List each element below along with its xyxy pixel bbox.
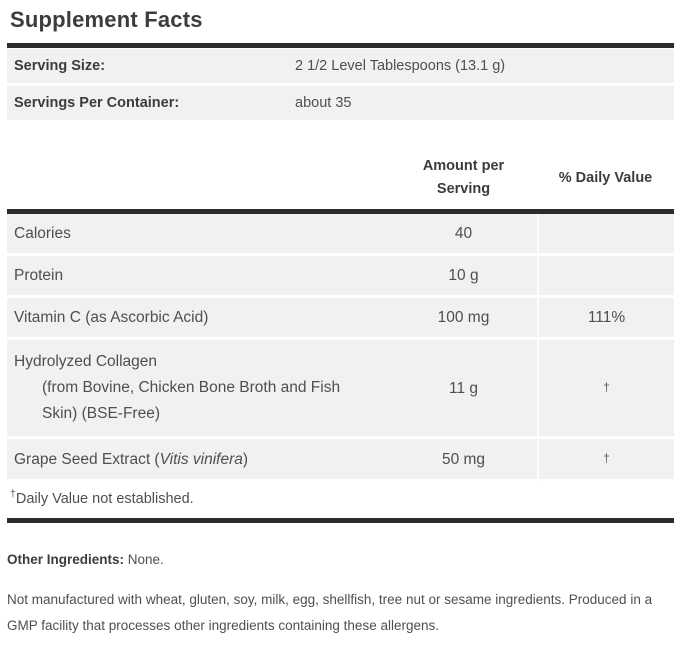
dagger-symbol: †: [603, 380, 610, 394]
nutrient-name: Grape Seed Extract (Vitis vinifera): [7, 439, 390, 482]
nutrient-amount: 11 g: [390, 340, 537, 439]
nutrient-species-name: Vitis vinifera: [159, 450, 243, 468]
divider-bar-top: [7, 43, 674, 48]
nutrient-daily-value: [537, 214, 674, 256]
nutrient-name: Vitamin C (as Ascorbic Acid): [7, 298, 390, 340]
nutrient-daily-value: [537, 256, 674, 298]
table-row-calories: Calories 40: [7, 214, 674, 256]
amount-per-serving-header-text: Amount per Serving: [422, 158, 505, 197]
table-row-protein: Protein 10 g: [7, 256, 674, 298]
nutrient-name: Hydrolyzed Collagen (from Bovine, Chicke…: [7, 340, 390, 439]
nutrient-name-line: (from Bovine, Chicken Bone Broth and Fis…: [42, 379, 341, 396]
nutrient-daily-value: †: [537, 439, 674, 482]
amount-per-serving-header: Amount per Serving: [390, 155, 537, 201]
nutrient-name-suffix: ): [242, 450, 249, 468]
nutrient-amount: 10 g: [390, 256, 537, 298]
daily-value-footnote: †Daily Value not established.: [7, 482, 674, 518]
serving-info-table: Serving Size: 2 1/2 Level Tablespoons (1…: [7, 49, 674, 120]
column-headers: Amount per Serving % Daily Value: [7, 123, 674, 209]
dagger-symbol: †: [603, 451, 610, 465]
other-ingredients-value: None.: [127, 552, 164, 567]
nutrient-amount: 50 mg: [390, 439, 537, 482]
allergen-statement: Not manufactured with wheat, gluten, soy…: [7, 592, 653, 633]
table-row-hydrolyzed-collagen: Hydrolyzed Collagen (from Bovine, Chicke…: [7, 340, 674, 439]
daily-value-header: % Daily Value: [558, 170, 653, 186]
table-row-vitamin-c: Vitamin C (as Ascorbic Acid) 100 mg 111%: [7, 298, 674, 340]
serving-size-label: Serving Size:: [14, 58, 106, 74]
nutrient-name: Protein: [7, 256, 390, 298]
other-ingredients: Other Ingredients: None.: [7, 552, 674, 567]
nutrient-name-prefix: Grape Seed Extract (: [14, 450, 160, 468]
nutrient-name-line: Hydrolyzed Collagen: [14, 353, 158, 370]
nutrient-name: Calories: [7, 214, 390, 256]
nutrient-daily-value: 111%: [537, 298, 674, 340]
nutrient-name-line: Skin) (BSE-Free): [42, 405, 160, 422]
servings-per-container-label: Servings Per Container:: [14, 95, 180, 111]
servings-per-container-row: Servings Per Container: about 35: [7, 86, 674, 120]
other-ingredients-label: Other Ingredients:: [7, 552, 125, 567]
nutrient-daily-value: †: [537, 340, 674, 439]
nutrient-amount: 100 mg: [390, 298, 537, 340]
dagger-symbol: †: [10, 488, 16, 501]
nutrients-table: Calories 40 Protein 10 g Vitamin C (as A…: [7, 214, 674, 482]
divider-bar-bottom: [7, 518, 674, 523]
serving-size-row: Serving Size: 2 1/2 Level Tablespoons (1…: [7, 49, 674, 83]
servings-per-container-value: about 35: [295, 95, 352, 111]
divider-bar-middle: [7, 209, 674, 214]
page-title: Supplement Facts: [10, 7, 203, 32]
serving-size-value: 2 1/2 Level Tablespoons (13.1 g): [295, 58, 506, 74]
table-row-grape-seed-extract: Grape Seed Extract (Vitis vinifera) 50 m…: [7, 439, 674, 482]
nutrient-amount: 40: [390, 214, 537, 256]
supplement-facts-panel: Supplement Facts Serving Size: 2 1/2 Lev…: [0, 6, 681, 639]
footnote-text: Daily Value not established.: [15, 491, 194, 507]
